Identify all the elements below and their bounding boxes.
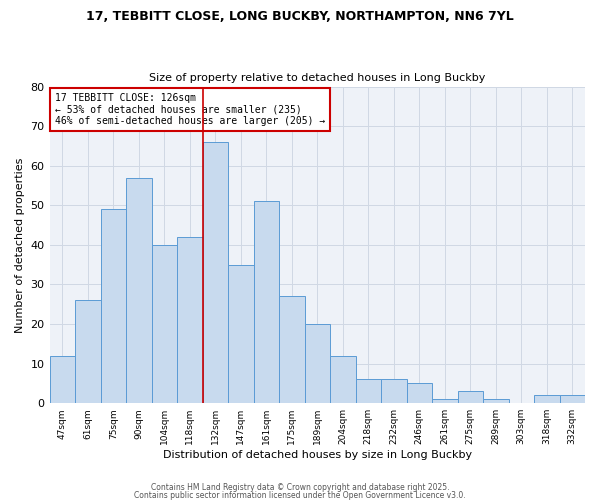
Bar bbox=[152, 245, 177, 403]
Title: Size of property relative to detached houses in Long Buckby: Size of property relative to detached ho… bbox=[149, 73, 485, 83]
Text: 17 TEBBITT CLOSE: 126sqm
← 53% of detached houses are smaller (235)
46% of semi-: 17 TEBBITT CLOSE: 126sqm ← 53% of detach… bbox=[55, 93, 325, 126]
Bar bbox=[432, 400, 458, 403]
Bar bbox=[203, 142, 228, 403]
Bar bbox=[75, 300, 101, 403]
Bar bbox=[407, 384, 432, 403]
Y-axis label: Number of detached properties: Number of detached properties bbox=[15, 157, 25, 332]
Bar bbox=[356, 380, 381, 403]
Text: Contains public sector information licensed under the Open Government Licence v3: Contains public sector information licen… bbox=[134, 490, 466, 500]
Bar bbox=[381, 380, 407, 403]
Bar bbox=[177, 237, 203, 403]
Text: Contains HM Land Registry data © Crown copyright and database right 2025.: Contains HM Land Registry data © Crown c… bbox=[151, 484, 449, 492]
Bar bbox=[50, 356, 75, 403]
Bar bbox=[254, 202, 279, 403]
Bar bbox=[228, 264, 254, 403]
Bar bbox=[483, 400, 509, 403]
Bar bbox=[126, 178, 152, 403]
Text: 17, TEBBITT CLOSE, LONG BUCKBY, NORTHAMPTON, NN6 7YL: 17, TEBBITT CLOSE, LONG BUCKBY, NORTHAMP… bbox=[86, 10, 514, 23]
Bar bbox=[458, 392, 483, 403]
Bar bbox=[534, 396, 560, 403]
Bar bbox=[330, 356, 356, 403]
Bar bbox=[279, 296, 305, 403]
Bar bbox=[101, 210, 126, 403]
Bar bbox=[305, 324, 330, 403]
Bar bbox=[560, 396, 585, 403]
X-axis label: Distribution of detached houses by size in Long Buckby: Distribution of detached houses by size … bbox=[163, 450, 472, 460]
